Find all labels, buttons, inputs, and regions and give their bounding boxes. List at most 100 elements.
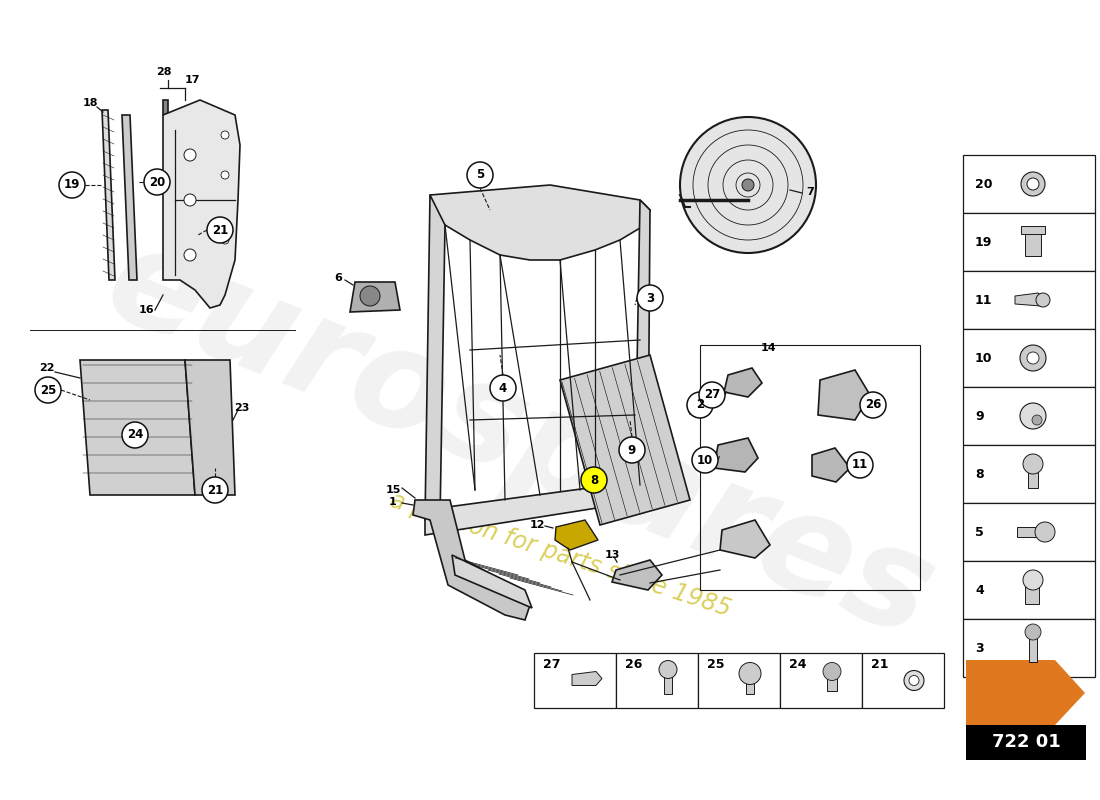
Polygon shape: [185, 360, 235, 495]
Text: 17: 17: [185, 75, 200, 85]
Text: 21: 21: [207, 483, 223, 497]
Bar: [780, 653, 862, 708]
Circle shape: [221, 131, 229, 139]
Bar: [962, 387, 1094, 445]
Polygon shape: [122, 115, 138, 280]
Bar: [664, 671, 672, 694]
Circle shape: [1020, 403, 1046, 429]
Polygon shape: [452, 555, 532, 608]
Circle shape: [1021, 172, 1045, 196]
Text: 6: 6: [334, 273, 342, 283]
Polygon shape: [635, 200, 650, 480]
Text: 3: 3: [975, 642, 983, 654]
Bar: [700, 345, 920, 590]
Text: 20: 20: [975, 178, 992, 190]
Text: 1: 1: [389, 497, 397, 507]
Text: 2: 2: [696, 398, 704, 411]
Polygon shape: [560, 355, 690, 525]
Text: 9: 9: [628, 443, 636, 457]
Circle shape: [221, 236, 229, 244]
Bar: [616, 653, 699, 708]
Polygon shape: [714, 438, 758, 472]
Circle shape: [35, 377, 60, 403]
Polygon shape: [572, 671, 602, 686]
Text: 8: 8: [975, 467, 983, 481]
Text: 5: 5: [975, 526, 983, 538]
Text: 12: 12: [529, 520, 544, 530]
Circle shape: [1023, 454, 1043, 474]
Circle shape: [144, 169, 170, 195]
Bar: [1018, 527, 1045, 537]
Circle shape: [1032, 415, 1042, 425]
Text: 3: 3: [646, 291, 654, 305]
Text: 25: 25: [40, 383, 56, 397]
Text: 16: 16: [140, 305, 155, 315]
Bar: [966, 725, 1086, 760]
Polygon shape: [430, 185, 650, 260]
Bar: [827, 674, 837, 690]
Circle shape: [1027, 352, 1040, 364]
Circle shape: [739, 662, 761, 685]
Polygon shape: [163, 100, 240, 308]
Text: 21: 21: [212, 223, 228, 237]
Circle shape: [688, 392, 713, 418]
Text: 26: 26: [625, 658, 642, 671]
Bar: [862, 653, 944, 708]
Text: 722 01: 722 01: [991, 733, 1060, 751]
Circle shape: [1027, 178, 1040, 190]
Text: 5: 5: [476, 169, 484, 182]
Bar: [962, 155, 1094, 213]
Text: 4: 4: [975, 583, 983, 597]
Bar: [1028, 466, 1038, 488]
Polygon shape: [80, 360, 195, 495]
Text: a passion for parts since 1985: a passion for parts since 1985: [386, 489, 734, 622]
Polygon shape: [724, 368, 762, 397]
Polygon shape: [350, 282, 400, 312]
Bar: [962, 619, 1094, 677]
Circle shape: [490, 375, 516, 401]
Circle shape: [184, 249, 196, 261]
Bar: [1021, 226, 1045, 234]
Bar: [962, 213, 1094, 271]
Circle shape: [122, 422, 149, 448]
Text: 19: 19: [64, 178, 80, 191]
Circle shape: [692, 447, 718, 473]
Circle shape: [698, 382, 725, 408]
Circle shape: [659, 661, 676, 678]
Bar: [962, 561, 1094, 619]
Circle shape: [860, 392, 886, 418]
Text: 10: 10: [975, 351, 992, 365]
Text: 7: 7: [806, 187, 814, 197]
Bar: [534, 653, 616, 708]
Text: 19: 19: [975, 235, 992, 249]
Bar: [962, 503, 1094, 561]
Text: 24: 24: [789, 658, 806, 671]
Text: 4: 4: [499, 382, 507, 394]
Text: 28: 28: [156, 67, 172, 77]
Text: 27: 27: [543, 658, 561, 671]
Circle shape: [202, 477, 228, 503]
Polygon shape: [720, 520, 770, 558]
Circle shape: [847, 452, 873, 478]
Text: 24: 24: [126, 429, 143, 442]
Text: 14: 14: [760, 343, 775, 353]
Text: 25: 25: [707, 658, 725, 671]
Text: 9: 9: [975, 410, 983, 422]
Polygon shape: [102, 110, 116, 280]
Circle shape: [184, 194, 196, 206]
Text: eurospares: eurospares: [88, 213, 953, 667]
Circle shape: [1023, 570, 1043, 590]
Circle shape: [637, 285, 663, 311]
Polygon shape: [425, 480, 648, 535]
Bar: [746, 675, 754, 694]
Polygon shape: [425, 195, 446, 520]
Polygon shape: [556, 520, 598, 550]
Bar: [1025, 232, 1041, 256]
Circle shape: [221, 171, 229, 179]
Bar: [962, 329, 1094, 387]
Bar: [698, 653, 780, 708]
Circle shape: [1035, 522, 1055, 542]
Bar: [1028, 634, 1037, 662]
Text: 20: 20: [148, 175, 165, 189]
Polygon shape: [812, 448, 850, 482]
